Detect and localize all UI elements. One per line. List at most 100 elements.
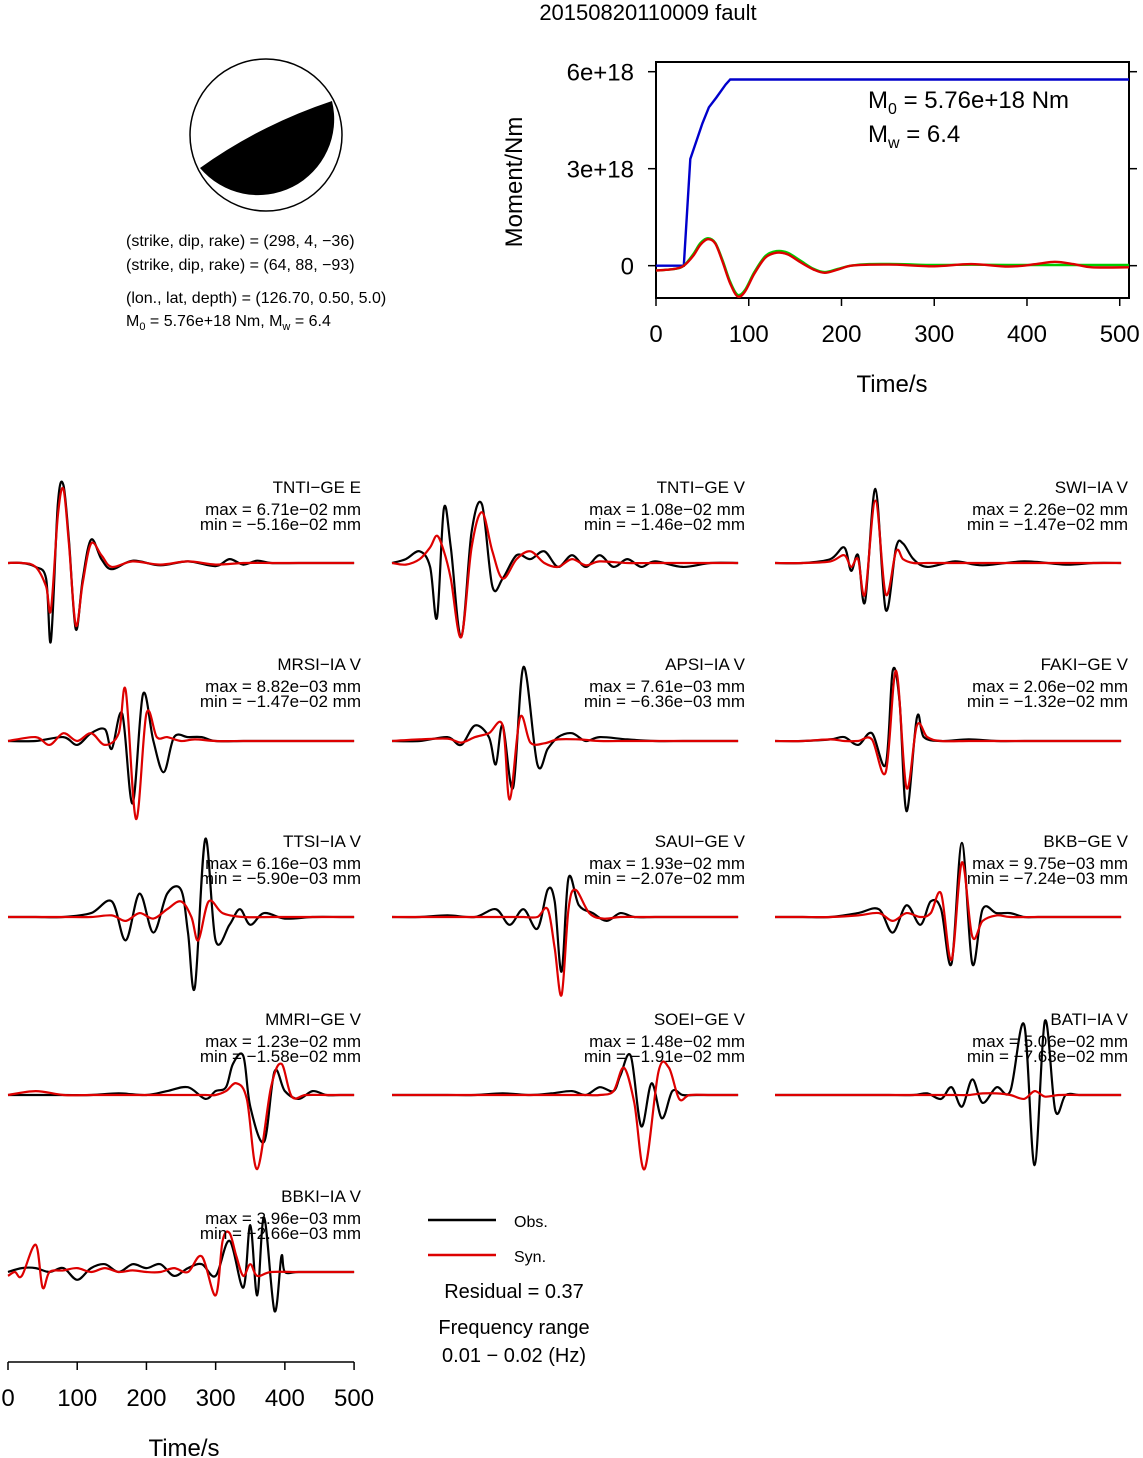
station-max: max = 6.16e−03 mm [205, 854, 361, 873]
synthetic-trace [775, 861, 1122, 962]
moment-magnitude-summary: M0 = 5.76e+18 Nm, Mw = 6.4 [126, 313, 331, 333]
synthetic-trace [7, 486, 355, 628]
station-max: max = 1.48e−02 mm [589, 1032, 745, 1051]
station-label: MRSI−IA V [277, 655, 361, 674]
station-max: max = 8.82e−03 mm [205, 677, 361, 696]
station-max: max = 2.26e−02 mm [972, 500, 1128, 519]
station-label: SWI−IA V [1055, 478, 1129, 497]
synthetic-trace [7, 686, 355, 821]
moment-xtick-label: 200 [821, 321, 861, 348]
station-min: min = −1.58e−02 mm [200, 1047, 361, 1066]
focal-plane-2: (strike, dip, rake) = (64, 88, −93) [126, 257, 355, 274]
station-label: APSI−IA V [665, 655, 746, 674]
moment-xtick-label: 400 [1007, 321, 1047, 348]
waveform-xtick-label: 100 [57, 1385, 97, 1412]
station-max: max = 6.71e−02 mm [205, 500, 361, 519]
synthetic-trace [774, 499, 1122, 597]
station-label: TNTI−GE V [657, 478, 746, 497]
page-title: 20150820110009 fault [539, 0, 756, 25]
station-max: max = 1.93e−02 mm [589, 854, 745, 873]
station-min: min = −5.90e−03 mm [200, 869, 361, 888]
station-max: max = 2.06e−02 mm [972, 677, 1128, 696]
focal-plane-1: (strike, dip, rake) = (298, 4, −36) [126, 233, 355, 250]
station-label: MMRI−GE V [265, 1010, 362, 1029]
waveform-time-axis: 0 100 200 300 400 500 [1, 1361, 374, 1412]
station-label: SAUI−GE V [655, 832, 746, 851]
station-label: TTSI−IA V [283, 832, 362, 851]
moment-ytick-label: 0 [621, 254, 634, 281]
legend-obs-label: Obs. [514, 1214, 548, 1231]
station-min: min = −1.47e−02 mm [200, 692, 361, 711]
synthetic-trace [774, 669, 1122, 790]
observed-trace [391, 500, 739, 639]
synthetic-trace [7, 1230, 355, 1297]
moment-ytick-label: 6e+18 [567, 60, 634, 87]
moment-mw-annotation: Mw = 6.4 [868, 121, 960, 152]
station-max: max = 3.96e−03 mm [205, 1209, 361, 1228]
moment-m0-annotation: M0 = 5.76e+18 Nm [868, 87, 1069, 118]
moment-xtick-label: 100 [729, 321, 769, 348]
synthetic-trace [392, 888, 739, 997]
moment-xtick-label: 500 [1100, 321, 1140, 348]
moment-xlabel: Time/s [856, 371, 927, 398]
station-label: FAKI−GE V [1041, 655, 1129, 674]
station-label: SOEI−GE V [654, 1010, 746, 1029]
observed-trace [7, 480, 355, 644]
focal-mechanism-beachball [189, 58, 343, 212]
moment-plot-frame [655, 61, 1130, 299]
moment-xtick-label: 300 [914, 321, 954, 348]
waveform-xtick-label: 0 [1, 1385, 14, 1412]
moment-time-plot: 0 100 200 300 400 500 0 3e+18 6e+18 Moment/Nm Ti… [501, 60, 1140, 398]
observed-trace [7, 1052, 355, 1144]
synthetic-trace [391, 714, 739, 801]
synthetic-trace [7, 1062, 355, 1171]
waveform-xtick-label: 200 [126, 1385, 166, 1412]
station-max: max = 7.61e−03 mm [589, 677, 745, 696]
beachball-compressional-quadrant [200, 101, 335, 196]
synthetic-trace [391, 1060, 739, 1171]
moment-series-line [655, 236, 1129, 297]
synthetic-trace [391, 511, 739, 639]
station-min: min = −1.32e−02 mm [967, 692, 1128, 711]
station-label: TNTI−GE E [273, 478, 361, 497]
moment-ytick-label: 3e+18 [567, 157, 634, 184]
waveform-xtick-label: 500 [334, 1385, 374, 1412]
station-max: max = 9.75e−03 mm [972, 854, 1128, 873]
station-max: max = 1.08e−02 mm [589, 500, 745, 519]
moment-series-line [655, 237, 1130, 298]
synthetic-trace [8, 899, 355, 942]
waveform-xtick-label: 300 [196, 1385, 236, 1412]
station-label: BATI−IA V [1050, 1010, 1128, 1029]
station-min: min = −6.36e−03 mm [584, 692, 745, 711]
legend-syn-label: Syn. [514, 1249, 546, 1266]
hypocenter-location: (lon., lat, depth) = (126.70, 0.50, 5.0) [126, 290, 386, 307]
station-label: BBKI−IA V [281, 1187, 362, 1206]
station-max: max = 5.06e−02 mm [972, 1032, 1128, 1051]
waveform-xlabel: Time/s [148, 1435, 219, 1458]
waveform-xtick-label: 400 [265, 1385, 305, 1412]
frequency-range-value: 0.01 − 0.02 (Hz) [442, 1345, 586, 1367]
frequency-range-title: Frequency range [438, 1317, 589, 1339]
station-min: min = −1.47e−02 mm [967, 515, 1128, 534]
synthetic-trace [774, 1090, 1122, 1101]
residual-value: Residual = 0.37 [444, 1281, 584, 1303]
legend: Obs. Syn. [428, 1214, 548, 1266]
station-min: min = −2.66e−03 mm [200, 1224, 361, 1243]
station-min: min = −1.46e−02 mm [584, 515, 745, 534]
station-min: min = −1.91e−02 mm [584, 1047, 745, 1066]
station-min: min = −7.63e−02 mm [967, 1047, 1128, 1066]
station-max: max = 1.23e−02 mm [205, 1032, 361, 1051]
station-min: min = −2.07e−02 mm [584, 869, 745, 888]
